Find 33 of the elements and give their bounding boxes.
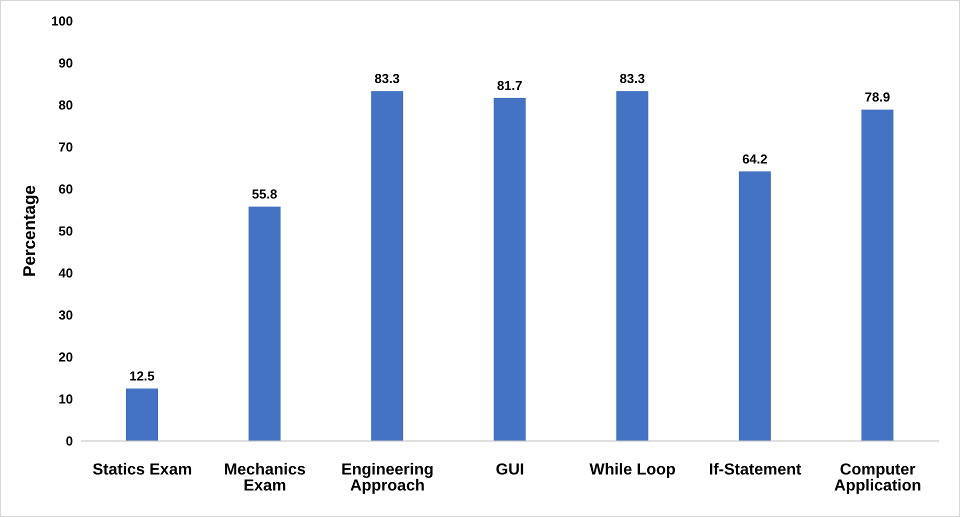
y-tick-label: 60 <box>58 182 73 197</box>
y-axis-title: Percentage <box>20 185 40 277</box>
data-label: 83.3 <box>374 71 400 86</box>
y-tick-label: 50 <box>58 224 73 239</box>
y-tick-label: 90 <box>58 56 73 71</box>
data-label: 83.3 <box>620 71 645 86</box>
data-label: 78.9 <box>864 90 890 105</box>
y-tick-label: 20 <box>58 350 73 365</box>
y-tick-label: 100 <box>51 14 73 29</box>
bar <box>126 388 158 441</box>
bar <box>494 98 526 441</box>
x-tick-label: GUI <box>496 461 524 478</box>
bar <box>861 110 894 441</box>
data-label: 55.8 <box>252 186 278 202</box>
data-label: 12.5 <box>129 368 155 384</box>
bar <box>738 171 771 441</box>
bar <box>616 91 648 441</box>
y-tick-label: 30 <box>58 308 73 323</box>
y-tick-label: 0 <box>66 434 73 449</box>
x-tick-label: Engineering Approach <box>341 461 434 494</box>
x-tick-label: Statics Exam <box>92 461 192 478</box>
y-tick-label: 80 <box>58 98 73 113</box>
y-tick-label: 40 <box>58 266 73 281</box>
y-tick-label: 70 <box>58 140 73 155</box>
x-tick-label: While Loop <box>589 461 676 478</box>
x-tick-label: Mechanics Exam <box>224 461 306 494</box>
data-label: 81.7 <box>497 78 522 93</box>
bar <box>371 91 404 441</box>
x-tick-label: If-Statement <box>708 461 802 478</box>
bar <box>248 206 281 441</box>
x-tick-label: Computer Application <box>834 461 922 494</box>
y-tick-label: 10 <box>58 392 73 407</box>
data-label: 64.2 <box>742 151 768 166</box>
